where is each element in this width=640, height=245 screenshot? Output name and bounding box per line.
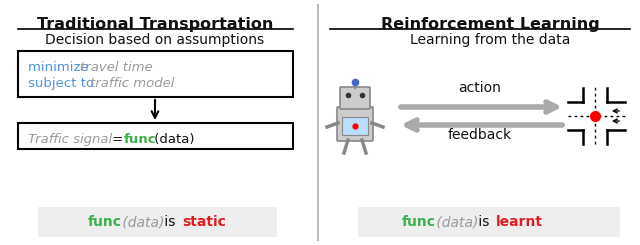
Text: Reinforcement Learning: Reinforcement Learning [381, 17, 600, 32]
Text: (data): (data) [432, 215, 478, 229]
Text: subject to: subject to [28, 77, 99, 90]
FancyBboxPatch shape [18, 51, 293, 97]
Text: (data): (data) [118, 215, 164, 229]
Text: action: action [459, 81, 501, 95]
Text: Decision based on assumptions: Decision based on assumptions [45, 33, 264, 47]
Text: =: = [108, 133, 127, 146]
Text: Learning from the data: Learning from the data [410, 33, 570, 47]
Text: travel time: travel time [80, 61, 152, 74]
FancyBboxPatch shape [18, 123, 293, 149]
Text: is: is [160, 215, 180, 229]
Text: func: func [88, 215, 122, 229]
Text: traffic model: traffic model [90, 77, 174, 90]
Text: func: func [402, 215, 436, 229]
FancyBboxPatch shape [337, 107, 373, 141]
FancyBboxPatch shape [340, 87, 370, 109]
FancyBboxPatch shape [38, 207, 277, 237]
Text: minimize: minimize [28, 61, 93, 74]
Text: func: func [124, 133, 157, 146]
Text: (data): (data) [150, 133, 195, 146]
Text: static: static [182, 215, 226, 229]
Text: feedback: feedback [448, 128, 512, 142]
FancyBboxPatch shape [358, 207, 620, 237]
Text: is: is [474, 215, 493, 229]
Text: Traditional Transportation: Traditional Transportation [37, 17, 273, 32]
Text: Traffic signal: Traffic signal [28, 133, 112, 146]
Text: learnt: learnt [496, 215, 543, 229]
FancyBboxPatch shape [342, 117, 368, 135]
